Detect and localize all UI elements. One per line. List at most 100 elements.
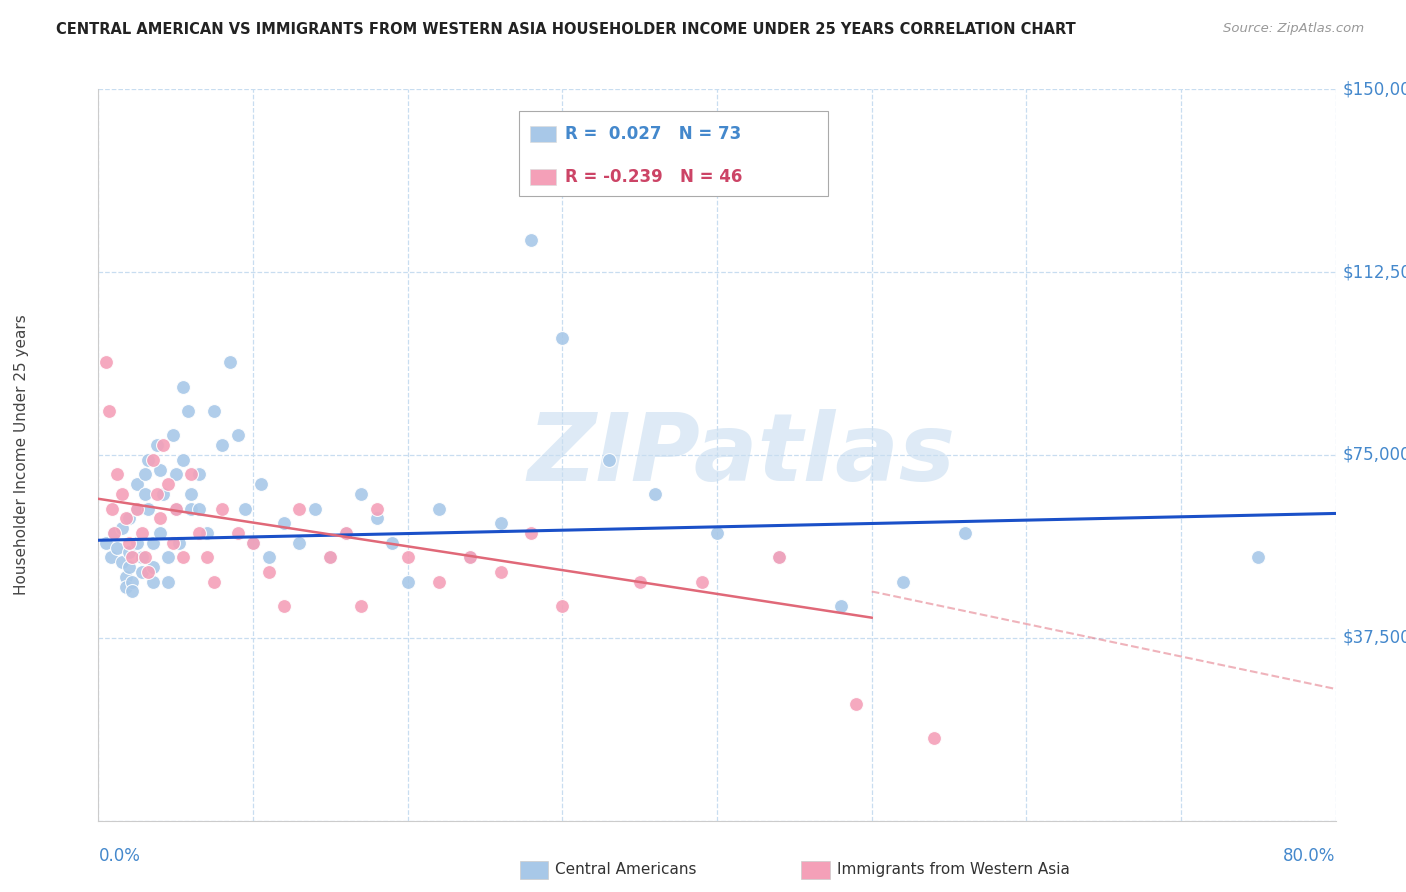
Point <box>551 599 574 613</box>
Point <box>127 477 149 491</box>
Point <box>350 599 373 613</box>
Point <box>211 501 233 516</box>
Point <box>127 501 149 516</box>
Point <box>204 574 226 589</box>
Point <box>115 511 138 525</box>
Point <box>162 428 184 442</box>
Point <box>131 550 153 565</box>
Point <box>427 574 450 589</box>
Text: 0.0%: 0.0% <box>98 847 141 865</box>
Point <box>111 521 132 535</box>
Point <box>366 501 388 516</box>
Point <box>257 550 280 565</box>
Point <box>690 574 713 589</box>
Point <box>118 545 141 559</box>
Point <box>141 574 165 589</box>
Point <box>118 560 141 574</box>
Point <box>319 550 342 565</box>
Point <box>520 233 543 247</box>
Point <box>172 550 194 565</box>
Text: Central Americans: Central Americans <box>555 863 697 877</box>
Point <box>706 525 728 540</box>
Point <box>127 535 149 549</box>
Point <box>146 438 169 452</box>
Point <box>188 467 211 482</box>
Point <box>172 379 194 393</box>
Point <box>628 574 651 589</box>
Point <box>103 525 125 540</box>
Point <box>165 501 187 516</box>
Point <box>458 550 481 565</box>
Point <box>118 511 141 525</box>
Point <box>211 438 233 452</box>
Point <box>953 525 976 540</box>
Text: 80.0%: 80.0% <box>1284 847 1336 865</box>
Point <box>121 584 143 599</box>
Point <box>127 501 149 516</box>
Point <box>226 428 249 442</box>
Point <box>233 501 257 516</box>
Point <box>165 501 187 516</box>
Point <box>149 462 172 476</box>
Text: $37,500: $37,500 <box>1343 629 1406 647</box>
Point <box>489 565 512 579</box>
Point <box>134 467 156 482</box>
Point <box>105 467 128 482</box>
Point <box>204 404 226 418</box>
Point <box>319 550 342 565</box>
Point <box>273 516 295 531</box>
Point <box>172 452 194 467</box>
Point <box>149 525 172 540</box>
Point <box>98 404 121 418</box>
Text: R =  0.027   N = 73: R = 0.027 N = 73 <box>565 126 742 144</box>
Point <box>141 452 165 467</box>
Point <box>134 487 156 501</box>
Point <box>136 501 159 516</box>
Point <box>489 516 512 531</box>
Point <box>250 477 273 491</box>
Point <box>396 550 419 565</box>
Point <box>427 501 450 516</box>
Text: Source: ZipAtlas.com: Source: ZipAtlas.com <box>1223 22 1364 36</box>
Point <box>167 535 190 549</box>
Point <box>304 501 326 516</box>
Text: $150,000: $150,000 <box>1343 80 1406 98</box>
Point <box>180 467 202 482</box>
Point <box>101 501 124 516</box>
Point <box>121 574 143 589</box>
Point <box>273 599 295 613</box>
Point <box>180 501 202 516</box>
Point <box>141 535 165 549</box>
Point <box>242 535 264 549</box>
Point <box>152 487 174 501</box>
Point <box>177 404 200 418</box>
Point <box>103 525 125 540</box>
Point <box>288 501 311 516</box>
Point <box>845 697 868 711</box>
Point <box>768 550 790 565</box>
Point <box>188 525 211 540</box>
Point <box>141 560 165 574</box>
Point <box>188 501 211 516</box>
Point <box>226 525 249 540</box>
Point <box>105 541 128 555</box>
Point <box>830 599 852 613</box>
Point <box>146 487 169 501</box>
Point <box>195 525 218 540</box>
Text: CENTRAL AMERICAN VS IMMIGRANTS FROM WESTERN ASIA HOUSEHOLDER INCOME UNDER 25 YEA: CENTRAL AMERICAN VS IMMIGRANTS FROM WEST… <box>56 22 1076 37</box>
Point <box>131 525 153 540</box>
Point <box>335 525 357 540</box>
Point <box>350 487 373 501</box>
Point <box>180 487 202 501</box>
Text: ZIPatlas: ZIPatlas <box>527 409 956 501</box>
Text: Householder Income Under 25 years: Householder Income Under 25 years <box>14 315 28 595</box>
Point <box>100 550 122 565</box>
Point <box>152 438 174 452</box>
Text: Immigrants from Western Asia: Immigrants from Western Asia <box>837 863 1070 877</box>
Point <box>157 574 180 589</box>
Point <box>115 570 138 584</box>
Point <box>96 355 118 369</box>
Point <box>195 550 218 565</box>
Point <box>131 565 153 579</box>
Text: R = -0.239   N = 46: R = -0.239 N = 46 <box>565 168 742 186</box>
